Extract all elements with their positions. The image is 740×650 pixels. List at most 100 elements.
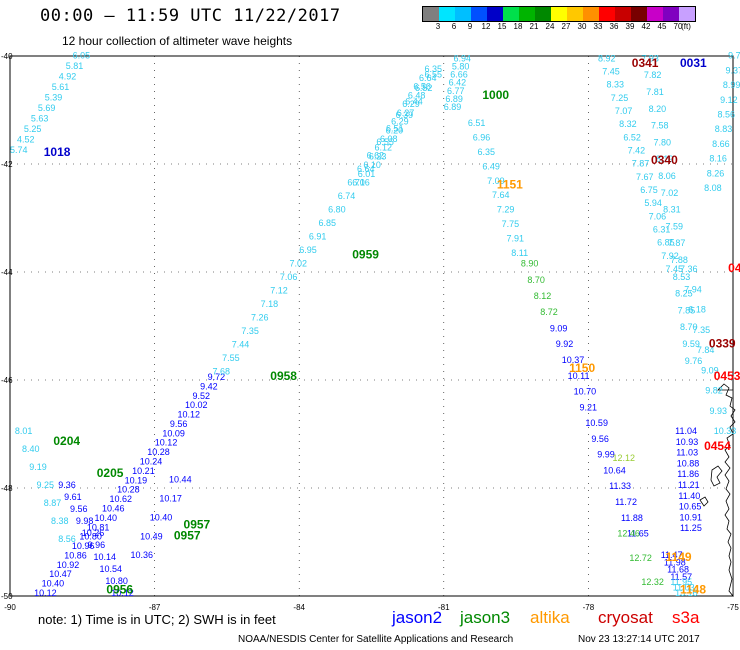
swh-value-label: 7.45 — [666, 264, 684, 274]
colorbar-label: 15 — [497, 22, 507, 31]
colorbar-cell — [487, 7, 503, 21]
colorbar-cell — [663, 7, 679, 21]
x-tick-label: -84 — [293, 603, 305, 612]
swh-value-label: 6.05 — [73, 51, 91, 61]
swh-value-label: 11.68 — [667, 565, 689, 575]
swh-value-label: 7.75 — [502, 219, 520, 229]
swh-value-label: 10.33 — [714, 426, 737, 436]
coastline — [699, 383, 736, 598]
swh-value-label: 10.93 — [676, 437, 699, 447]
colorbar-cell — [647, 7, 663, 21]
swh-value-label: 6.35 — [425, 64, 443, 74]
swh-value-label: 9.12 — [720, 95, 738, 105]
swh-value-label: 8.92 — [598, 53, 616, 63]
time-label: 1149 — [666, 550, 692, 564]
swh-value-label: 6.42 — [449, 78, 467, 88]
swh-value-label: 8.01 — [15, 426, 33, 436]
colorbar-label: 33 — [593, 22, 603, 31]
time-label: 0339 — [709, 337, 736, 351]
swh-value-label: 8.26 — [707, 168, 725, 178]
time-label: 04 — [728, 261, 740, 275]
swh-value-label: 11.25 — [680, 523, 702, 533]
swh-value-label: 5.94 — [644, 198, 662, 208]
swh-value-label: 10.44 — [169, 475, 192, 485]
swh-value-label: 11.21 — [678, 480, 700, 490]
swh-value-label: 9.37 — [726, 65, 740, 75]
timestamp-text: Nov 23 13:27:14 UTC 2017 — [578, 634, 700, 645]
x-tick-label: -81 — [438, 603, 450, 612]
swh-value-label: 11.03 — [676, 448, 698, 458]
swh-value-label: 10.12 — [34, 588, 57, 598]
swh-value-label: 10.92 — [57, 560, 80, 570]
colorbar-label: 24 — [545, 22, 555, 31]
swh-value-label: 8.40 — [22, 444, 40, 454]
swh-value-label: 11.33 — [609, 481, 631, 491]
swh-value-label: 10.37 — [562, 355, 585, 365]
swh-value-label: 10.65 — [679, 502, 702, 512]
swh-value-label: 11.04 — [675, 426, 697, 436]
swh-value-label: 6.48 — [408, 90, 426, 100]
swh-value-label: 6.56 — [413, 82, 431, 92]
swh-value-label: 11.86 — [677, 469, 699, 479]
swh-value-label: 7.82 — [644, 70, 662, 80]
legend-item-altika: altika — [530, 608, 570, 627]
swh-value-label: 8.56 — [58, 534, 76, 544]
y-tick-label: -48 — [1, 484, 13, 493]
time-label: 1000 — [482, 88, 509, 102]
swh-value-label: 10.19 — [125, 475, 148, 485]
swh-value-label: 8.38 — [51, 516, 69, 526]
swh-value-label: 9.09 — [550, 323, 568, 333]
colorbar-label: 3 — [435, 22, 441, 31]
swh-value-label: 6.85 — [318, 218, 336, 228]
swh-value-label: 10.21 — [132, 466, 155, 476]
swh-value-label: 6.66 — [450, 70, 468, 80]
swh-value-label: 7.59 — [666, 221, 684, 231]
swh-value-label: 9.82 — [705, 386, 723, 396]
swh-value-label: 10.09 — [162, 428, 185, 438]
swh-value-label: 7.58 — [651, 121, 669, 131]
swh-value-label: 10.59 — [585, 418, 608, 428]
swh-value-label: 10.47 — [49, 569, 72, 579]
colorbar-cell — [631, 7, 647, 21]
swh-value-label: 10.36 — [131, 550, 154, 560]
swh-value-label: 10.80 — [105, 576, 128, 586]
legend-item-s3a: s3a — [672, 608, 700, 627]
swh-value-label: 6.29 — [402, 99, 420, 109]
swh-value-label: 7.84 — [697, 345, 715, 355]
swh-value-label: 8.33 — [606, 80, 624, 90]
colorbar-label: 70 — [673, 22, 683, 31]
colorbar — [422, 6, 696, 22]
swh-value-label: 4.92 — [59, 72, 77, 82]
swh-value-label: 5.39 — [45, 93, 63, 103]
swh-value-label: 5.25 — [24, 124, 42, 134]
swh-value-label: 6.06 — [352, 178, 370, 188]
swh-value-label: 8.20 — [649, 104, 667, 114]
swh-value-label: 10.28 — [147, 447, 170, 457]
colorbar-label: 36 — [609, 22, 619, 31]
swh-value-label: 8.53 — [673, 272, 691, 282]
swh-value-label: 6.74 — [338, 191, 356, 201]
swh-value-label: 6.64 — [419, 73, 437, 83]
swh-value-label: 10.14 — [94, 552, 117, 562]
swh-value-label: 8.83 — [715, 124, 733, 134]
swh-value-label: 7.44 — [232, 340, 250, 350]
time-label: 0341 — [632, 56, 659, 70]
colorbar-cell — [455, 7, 471, 21]
swh-value-label: 5.81 — [66, 61, 84, 71]
swh-value-label: 11.98 — [664, 557, 686, 567]
swh-value-label: 7.06 — [280, 272, 298, 282]
swh-value-label: 10.40 — [42, 579, 65, 589]
colorbar-label: 30 — [577, 22, 587, 31]
swh-value-label: 7.88 — [670, 255, 688, 265]
swh-value-label: 9.25 — [37, 480, 55, 490]
chart-subtitle: 12 hour collection of altimeter wave hei… — [62, 34, 293, 48]
swh-value-label: 9.61 — [64, 492, 82, 502]
swh-value-label: 9.59 — [682, 339, 700, 349]
y-tick-label: -46 — [1, 376, 13, 385]
swh-value-label: 8.16 — [709, 154, 727, 164]
swh-value-label: 12.72 — [629, 553, 652, 563]
swh-value-label: 9.98 — [76, 516, 94, 526]
swh-value-label: 6.89 — [444, 102, 462, 112]
time-label: 1151 — [497, 177, 523, 191]
